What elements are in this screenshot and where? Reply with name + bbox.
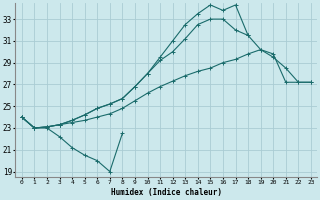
X-axis label: Humidex (Indice chaleur): Humidex (Indice chaleur) — [111, 188, 222, 197]
